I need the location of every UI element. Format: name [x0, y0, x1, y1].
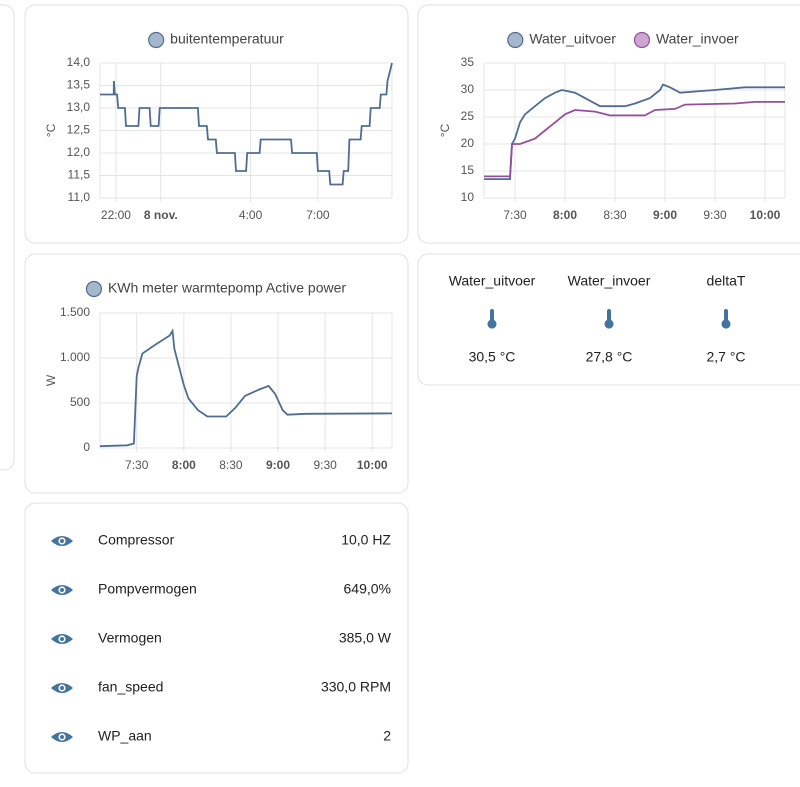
x-tick-label: 7:00 [306, 208, 330, 222]
y-tick-label: 12,0 [67, 145, 91, 159]
legend-label: Water_uitvoer [529, 31, 616, 47]
x-tick-label: 7:30 [125, 458, 149, 472]
series-line [100, 62, 393, 186]
legend-swatch [507, 31, 524, 49]
card [24, 502, 409, 774]
entity-name: Pompvermogen [98, 581, 197, 597]
entity-name: Vermogen [98, 630, 162, 646]
x-tick-label: 8:00 [172, 458, 196, 472]
glance-name: Water_invoer [568, 273, 651, 289]
card [24, 4, 409, 244]
y-tick-label: 500 [70, 395, 90, 409]
x-tick-label: 4:00 [239, 208, 263, 222]
y-tick-label: 20 [461, 136, 475, 150]
y-tick-label: 10 [461, 190, 475, 204]
y-tick-label: 14,0 [67, 55, 91, 69]
legend-label: buitentemperatuur [170, 31, 284, 47]
y-tick-label: 11,5 [68, 168, 91, 182]
y-tick-label: 13,0 [67, 100, 91, 114]
glance-state: 30,5 °C [469, 349, 516, 365]
x-tick-label: 9:30 [313, 458, 337, 472]
glance-name: Water_uitvoer [449, 273, 536, 289]
card [24, 253, 409, 494]
legend: buitentemperatuur [148, 31, 284, 49]
y-tick-label: 12,5 [67, 123, 91, 137]
glance-card: Water_uitvoer 30,5 °C Water_invoer 27,8 °C d… [449, 273, 746, 365]
x-tick-label: 8 nov. [144, 208, 178, 222]
card [417, 4, 800, 244]
legend-swatch [633, 31, 651, 49]
x-tick-label: 9:00 [266, 458, 290, 472]
y-tick-label: 1.500 [60, 305, 90, 319]
x-tick-label: 10:00 [750, 208, 781, 222]
entities-card: Compressor 10,0 HZ Pompvermogen 649,0% Vermo… [51, 532, 392, 744]
eye-pupil [60, 539, 64, 543]
x-tick-label: 8:30 [603, 208, 627, 222]
thermometer-icon [721, 309, 731, 329]
entity-state: 385,0 W [339, 630, 392, 646]
y-axis-label: °C [44, 123, 58, 137]
legend: Water_uitvoer Water_invoer [507, 31, 739, 49]
x-tick-label: 8:00 [553, 208, 577, 222]
x-tick-label: 7:30 [503, 208, 527, 222]
y-tick-label: 1.000 [60, 350, 90, 364]
legend-label: KWh meter warmtepomp Active power [108, 280, 346, 296]
thermometer-icon [487, 309, 497, 329]
series-line [99, 328, 393, 448]
entity-state: 330,0 RPM [321, 679, 391, 695]
glance-state: 27,8 °C [586, 349, 633, 365]
card-edge [0, 4, 15, 471]
legend-label: Water_invoer [656, 31, 739, 47]
eye-pupil [60, 637, 64, 641]
entity-name: WP_aan [98, 728, 152, 744]
x-tick-label: 9:30 [703, 208, 727, 222]
entity-state: 2 [383, 728, 391, 744]
y-axis-label: W [44, 374, 58, 386]
series-line [484, 83, 785, 180]
legend-swatch [148, 31, 165, 49]
eye-pupil [60, 735, 64, 739]
series-line [484, 101, 785, 178]
thermometer-icon [604, 309, 614, 329]
legend: KWh meter warmtepomp Active power [85, 280, 346, 298]
x-tick-label: 8:30 [219, 458, 243, 472]
legend-swatch [85, 280, 103, 298]
y-tick-label: 0 [83, 440, 90, 454]
x-tick-label: 9:00 [653, 208, 677, 222]
y-tick-label: 15 [461, 163, 475, 177]
y-tick-label: 11,0 [68, 190, 91, 204]
eye-pupil [60, 588, 64, 592]
y-tick-label: 13,5 [67, 78, 91, 92]
y-tick-label: 25 [461, 109, 475, 123]
entity-state: 649,0% [344, 581, 391, 597]
entity-name: Compressor [98, 532, 175, 548]
y-tick-label: 30 [461, 82, 475, 96]
eye-pupil [60, 686, 64, 690]
glance-name: deltaT [707, 273, 746, 289]
glance-state: 2,7 °C [706, 349, 745, 365]
entity-name: fan_speed [98, 679, 163, 695]
y-axis-label: °C [438, 123, 452, 137]
entity-state: 10,0 HZ [341, 532, 391, 548]
x-tick-label: 10:00 [357, 458, 388, 472]
x-tick-label: 22:00 [101, 208, 131, 222]
y-tick-label: 35 [461, 55, 475, 69]
